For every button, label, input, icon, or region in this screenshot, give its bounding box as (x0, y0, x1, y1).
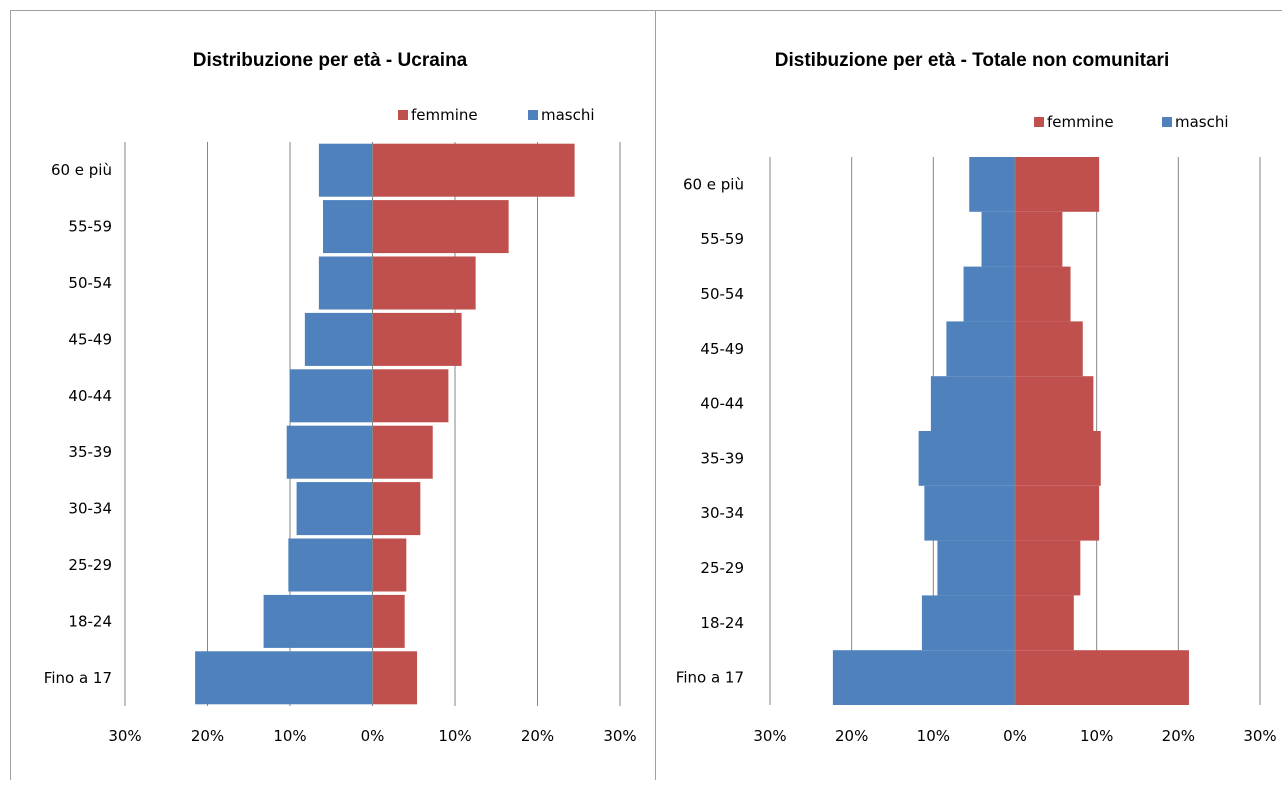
bar-femmine (1015, 595, 1074, 651)
x-tick-label: 30% (1243, 727, 1276, 745)
x-tick-label: 10% (1080, 727, 1113, 745)
x-tick-label: 20% (835, 727, 868, 745)
bar-maschi (937, 540, 1015, 596)
left-border (10, 10, 11, 780)
category-label: 45-49 (68, 330, 112, 348)
bar-maschi (946, 321, 1015, 377)
chart-ukraine: Distribuzione per età - Ucraina femmine ma… (44, 50, 637, 745)
category-label: 50-54 (700, 285, 744, 303)
x-tick-label: 30% (753, 727, 786, 745)
bar-maschi (921, 595, 1015, 651)
legend-label-femmine: femmine (1047, 113, 1114, 131)
category-label: 55-59 (700, 230, 744, 248)
bar-femmine (1015, 650, 1189, 705)
category-label: 18-24 (68, 612, 112, 630)
chart-title: Distibuzione per età - Totale non comuni… (775, 50, 1169, 71)
x-tick-label: 10% (273, 727, 306, 745)
bar-femmine (372, 651, 418, 705)
chart-panel-ukraine: Distribuzione per età - Ucraina femmine ma… (43, 50, 637, 745)
category-label: Fino a 17 (44, 669, 112, 687)
category-label: 30-34 (68, 500, 112, 518)
panel-divider (655, 10, 656, 780)
x-tick-label: 30% (108, 727, 141, 745)
x-tick-label: 0% (361, 727, 385, 745)
bar-femmine (372, 538, 407, 592)
x-tick-label: 20% (521, 727, 554, 745)
bar-maschi (318, 256, 373, 310)
bar-maschi (918, 431, 1015, 486)
category-label: 40-44 (700, 395, 744, 413)
bar-maschi (263, 594, 373, 648)
bar-femmine (372, 482, 421, 536)
category-label: 50-54 (68, 274, 112, 292)
x-tick-label: 0% (1003, 727, 1027, 745)
chart-non-eu-total: Distibuzione per età - Totale non comuni… (676, 50, 1277, 745)
bar-femmine (1015, 540, 1081, 596)
bar-maschi (969, 157, 1015, 212)
bar-maschi (981, 211, 1015, 267)
bar-femmine (1015, 485, 1100, 541)
bar-femmine (372, 312, 462, 366)
legend-swatch-femmine (398, 110, 408, 120)
bar-maschi (304, 312, 373, 366)
category-label: 45-49 (700, 340, 744, 358)
category-label: 60 e più (683, 175, 744, 193)
x-tick-label: 30% (603, 727, 636, 745)
bar-femmine (1015, 321, 1083, 377)
bar-maschi (832, 650, 1015, 705)
category-label: 25-29 (700, 559, 744, 577)
legend-swatch-maschi (528, 110, 538, 120)
x-tick-label: 20% (191, 727, 224, 745)
bar-maschi (195, 651, 373, 705)
category-label: 18-24 (700, 614, 744, 632)
category-label: 55-59 (68, 218, 112, 236)
x-tick-label: 20% (1162, 727, 1195, 745)
bar-maschi (924, 485, 1015, 541)
bar-maschi (296, 482, 373, 536)
legend-label-femmine: femmine (411, 106, 478, 124)
bar-femmine (1015, 266, 1071, 322)
legend-label-maschi: maschi (541, 106, 595, 124)
category-label: Fino a 17 (676, 669, 744, 687)
bar-femmine (1015, 211, 1063, 267)
bar-femmine (372, 369, 449, 423)
top-border (10, 10, 1282, 11)
category-label: 35-39 (68, 443, 112, 461)
chart-title: Distribuzione per età - Ucraina (193, 50, 468, 71)
bar-maschi (930, 376, 1015, 431)
category-label: 25-29 (68, 556, 112, 574)
bar-maschi (318, 143, 373, 197)
category-label: 30-34 (700, 504, 744, 522)
bar-femmine (372, 200, 509, 254)
category-label: 35-39 (700, 449, 744, 467)
bar-femmine (1015, 157, 1100, 212)
bar-femmine (1015, 431, 1101, 486)
chart-panel-non-eu: Distibuzione per età - Totale non comuni… (656, 0, 1282, 788)
bar-femmine (372, 143, 575, 197)
bar-femmine (372, 425, 433, 479)
bar-maschi (323, 200, 373, 254)
bar-femmine (372, 256, 476, 310)
bar-femmine (372, 594, 405, 648)
bar-maschi (290, 369, 373, 423)
category-label: 60 e più (51, 161, 112, 179)
x-tick-label: 10% (917, 727, 950, 745)
bar-maschi (963, 266, 1015, 322)
legend-label-maschi: maschi (1175, 113, 1229, 131)
bar-maschi (288, 538, 373, 592)
legend-swatch-femmine (1034, 117, 1044, 127)
bar-maschi (286, 425, 373, 479)
legend-swatch-maschi (1162, 117, 1172, 127)
category-label: 40-44 (68, 387, 112, 405)
x-tick-label: 10% (438, 727, 471, 745)
bar-femmine (1015, 376, 1094, 431)
